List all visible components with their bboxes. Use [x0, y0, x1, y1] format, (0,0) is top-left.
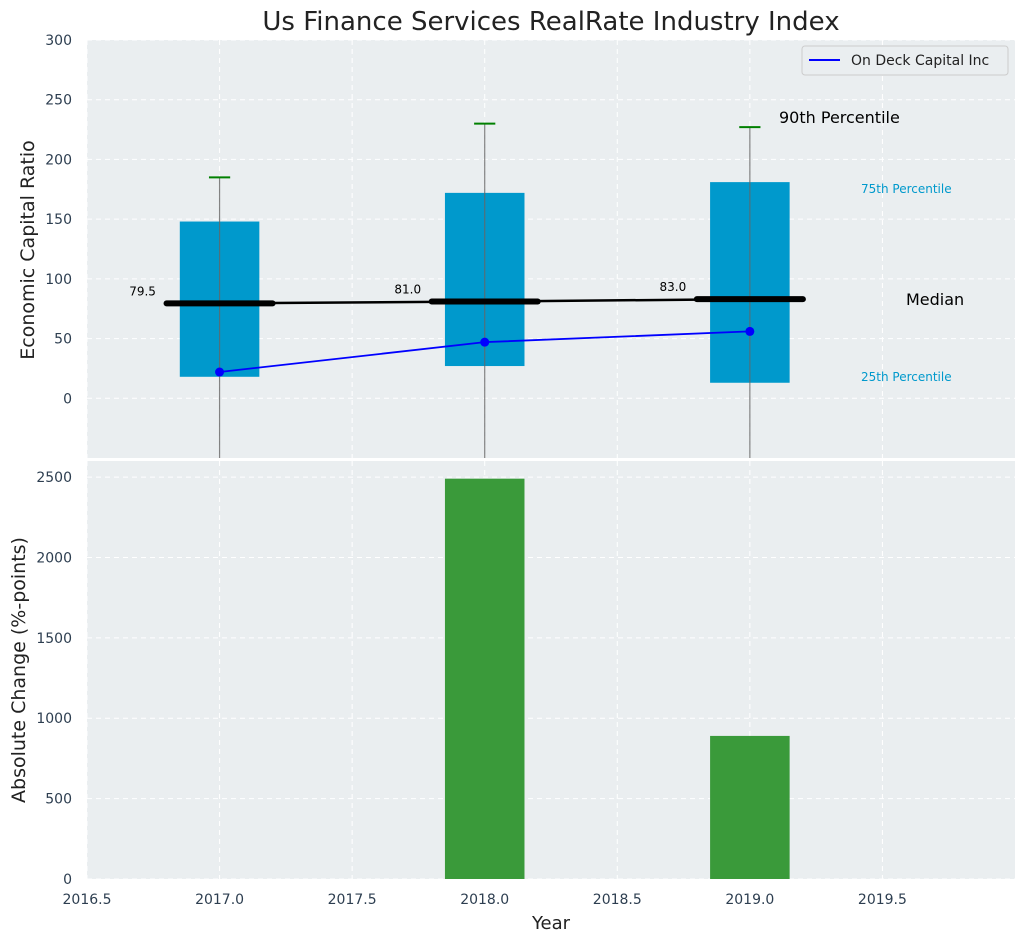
x-axis-label: Year	[531, 913, 571, 934]
annotation-25th-percentile: 25th Percentile	[861, 370, 952, 384]
median-value-label: 83.0	[660, 280, 687, 294]
chart-title: Us Finance Services RealRate Industry In…	[262, 7, 839, 37]
x-tick-label: 2019.5	[858, 892, 907, 908]
x-tick-label: 2016.5	[63, 892, 112, 908]
x-tick-label: 2017.5	[328, 892, 377, 908]
median-trend-line	[219, 297, 750, 305]
change-bar	[710, 735, 790, 879]
bottom-y-tick-label: 0	[63, 872, 72, 888]
bottom-y-tick-label: 1500	[36, 631, 72, 647]
top-y-tick-label: 200	[45, 152, 72, 168]
series-point-on-deck	[480, 337, 490, 347]
median-value-label: 79.5	[129, 284, 156, 298]
top-y-tick-label: 0	[63, 391, 72, 407]
bottom-y-tick-label: 1000	[36, 711, 72, 727]
top-y-tick-label: 250	[45, 93, 72, 109]
series-point-on-deck	[215, 367, 225, 377]
legend: On Deck Capital Inc	[801, 45, 1009, 76]
change-bar	[444, 478, 525, 879]
x-tick-label: 2019.0	[725, 892, 774, 908]
top-y-tick-label: 100	[45, 272, 72, 288]
bottom-y-axis-label: Absolute Change (%-points)	[8, 537, 30, 803]
top-y-axis-label: Economic Capital Ratio	[17, 140, 39, 359]
median-value-label: 81.0	[394, 283, 421, 297]
bottom-plot-area	[87, 461, 1015, 879]
legend-box	[801, 45, 1009, 76]
top-y-tick-label: 50	[54, 332, 72, 348]
series-point-on-deck	[745, 326, 755, 336]
top-y-tick-label: 150	[45, 212, 72, 228]
annotation-median: Median	[906, 290, 964, 309]
top-y-tick-label: 300	[45, 33, 72, 49]
x-tick-label: 2018.5	[593, 892, 642, 908]
bottom-y-tick-label: 500	[45, 792, 72, 808]
bottom-y-tick-label: 2500	[36, 470, 72, 486]
x-tick-label: 2018.0	[460, 892, 509, 908]
annotation-75th-percentile: 75th Percentile	[861, 182, 952, 196]
annotation-90th-percentile: 90th Percentile	[779, 108, 900, 127]
bottom-y-tick-label: 2000	[36, 550, 72, 566]
legend-label: On Deck Capital Inc	[851, 53, 989, 69]
x-tick-label: 2017.0	[195, 892, 244, 908]
